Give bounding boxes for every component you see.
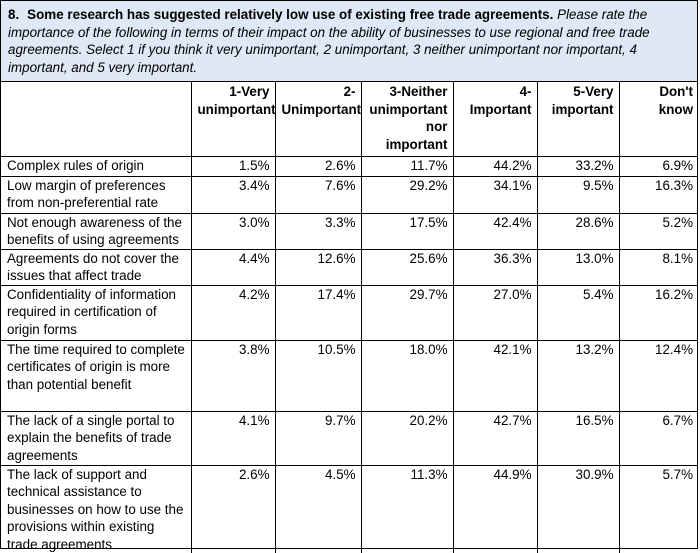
- row-label: Complex rules of origin: [1, 156, 192, 177]
- percent-cell: 16.5%: [536, 410, 620, 466]
- percent-cell: 3.0%: [190, 212, 276, 250]
- percent-cell: 4.2%: [190, 284, 276, 341]
- percent-cell: 30.9%: [536, 464, 620, 553]
- table-row: Low margin of preferences from non-prefe…: [1, 175, 698, 214]
- percent-cell: 8.1%: [618, 248, 698, 286]
- percent-cell: 44.9%: [452, 464, 538, 553]
- percent-cell: 5.7%: [618, 464, 698, 553]
- percent-cell: 20.2%: [360, 410, 454, 466]
- table-row: The lack of support and technical assist…: [1, 464, 698, 553]
- percent-cell: 28.6%: [536, 212, 620, 250]
- percent-cell: 42.4%: [452, 212, 538, 250]
- percent-cell: 29.7%: [360, 284, 454, 341]
- percent-cell: 4.4%: [190, 248, 276, 286]
- percent-cell: 1.5%: [190, 156, 276, 177]
- row-label: The time required to complete certificat…: [1, 339, 192, 412]
- percent-cell: 6.7%: [618, 410, 698, 466]
- row-label: The lack of support and technical assist…: [1, 464, 192, 553]
- percent-cell: 4.1%: [190, 410, 276, 466]
- question-header: 8. Some research has suggested relatively…: [1, 1, 697, 82]
- table-row: Not enough awareness of the benefits of …: [1, 212, 698, 250]
- percent-cell: 16.2%: [618, 284, 698, 341]
- percent-cell: 29.2%: [360, 175, 454, 214]
- row-label: Confidentiality of information required …: [1, 284, 192, 341]
- percent-cell: 11.3%: [360, 464, 454, 553]
- column-header-6: Don't know: [618, 82, 698, 157]
- percent-cell: 3.4%: [190, 175, 276, 214]
- percent-cell: 36.3%: [452, 248, 538, 286]
- percent-cell: 9.7%: [274, 410, 362, 466]
- table-row: The time required to complete certificat…: [1, 339, 698, 412]
- percent-cell: 12.4%: [618, 339, 698, 412]
- percent-cell: 7.6%: [274, 175, 362, 214]
- question-stem: Some research has suggested relatively l…: [27, 7, 554, 22]
- percent-cell: 5.2%: [618, 212, 698, 250]
- table-row: The lack of a single portal to explain t…: [1, 410, 698, 466]
- percent-cell: 2.6%: [190, 464, 276, 553]
- percent-cell: 6.9%: [618, 156, 698, 177]
- percent-cell: 18.0%: [360, 339, 454, 412]
- question-instruction: Please rate the importance of the follow…: [8, 7, 650, 75]
- percent-cell: 44.2%: [452, 156, 538, 177]
- percent-cell: 34.1%: [452, 175, 538, 214]
- column-header-5: 5-Very important: [536, 82, 620, 157]
- percent-cell: 25.6%: [360, 248, 454, 286]
- table-row: Confidentiality of information required …: [1, 284, 698, 341]
- percent-cell: 42.1%: [452, 339, 538, 412]
- percent-cell: 4.5%: [274, 464, 362, 553]
- percent-cell: 17.4%: [274, 284, 362, 341]
- percent-cell: 3.3%: [274, 212, 362, 250]
- percent-cell: 11.7%: [360, 156, 454, 177]
- row-label: Not enough awareness of the benefits of …: [1, 212, 192, 250]
- table-row: Agreements do not cover the issues that …: [1, 248, 698, 286]
- row-label: The lack of a single portal to explain t…: [1, 410, 192, 466]
- percent-cell: 33.2%: [536, 156, 620, 177]
- column-header-1: 1-Very unimportant: [190, 82, 276, 157]
- percent-cell: 5.4%: [536, 284, 620, 341]
- percent-cell: 17.5%: [360, 212, 454, 250]
- table-body: Complex rules of origin 1.5% 2.6% 11.7% 44.2…: [1, 156, 698, 553]
- header-row: 1-Very unimportant 2- Unimportant 3-Neithe…: [1, 82, 698, 157]
- column-header-3: 3-Neither unimportant nor important: [360, 82, 454, 157]
- column-header-blank: [1, 82, 192, 157]
- column-header-2: 2- Unimportant: [274, 82, 362, 157]
- percent-cell: 13.0%: [536, 248, 620, 286]
- row-label: Low margin of preferences from non-prefe…: [1, 175, 192, 214]
- percent-cell: 13.2%: [536, 339, 620, 412]
- table-row: Complex rules of origin 1.5% 2.6% 11.7% 44.2…: [1, 156, 698, 177]
- question-number: 8.: [8, 7, 20, 22]
- percent-cell: 3.8%: [190, 339, 276, 412]
- percent-cell: 10.5%: [274, 339, 362, 412]
- percent-cell: 27.0%: [452, 284, 538, 341]
- row-label: Agreements do not cover the issues that …: [1, 248, 192, 286]
- percent-cell: 16.3%: [618, 175, 698, 214]
- percent-cell: 42.7%: [452, 410, 538, 466]
- results-table: 1-Very unimportant 2- Unimportant 3-Neithe…: [1, 82, 698, 553]
- percent-cell: 12.6%: [274, 248, 362, 286]
- percent-cell: 9.5%: [536, 175, 620, 214]
- column-header-4: 4- Important: [452, 82, 538, 157]
- percent-cell: 2.6%: [274, 156, 362, 177]
